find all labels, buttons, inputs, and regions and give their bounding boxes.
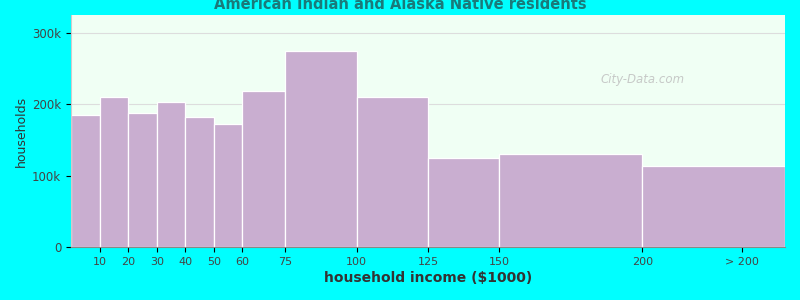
Bar (186, 117, 214, 247)
Bar (642, 167, 785, 247)
Bar (99, 97, 128, 247)
X-axis label: household income ($1000): household income ($1000) (324, 271, 532, 285)
Bar (499, 154, 642, 247)
Bar (214, 124, 242, 247)
Bar (128, 113, 157, 247)
Bar (428, 158, 499, 247)
Text: City-Data.com: City-Data.com (600, 74, 684, 86)
Bar (242, 92, 286, 247)
Bar (357, 97, 428, 247)
Bar (71, 115, 99, 247)
Y-axis label: households: households (15, 95, 28, 166)
Bar (286, 51, 357, 247)
Text: American Indian and Alaska Native residents: American Indian and Alaska Native reside… (214, 0, 586, 12)
Bar (157, 102, 186, 247)
